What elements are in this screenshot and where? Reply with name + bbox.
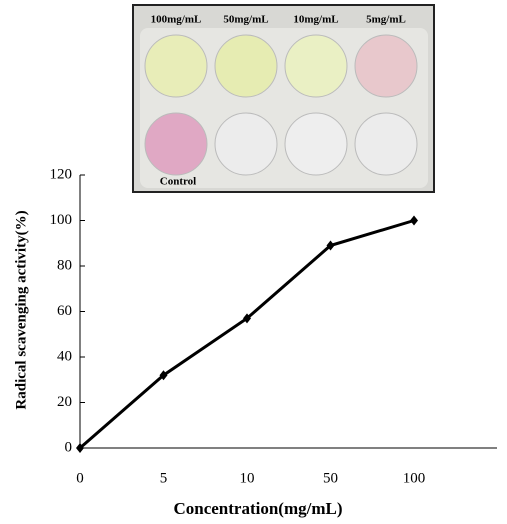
y-tick-label: 120	[50, 166, 73, 182]
inset-label: 10mg/mL	[293, 14, 338, 26]
well	[285, 35, 347, 97]
x-axis-title: Concentration(mg/mL)	[173, 499, 342, 518]
inset-label: 100mg/mL	[151, 14, 202, 26]
x-tick-label: 50	[323, 470, 338, 486]
well	[215, 35, 277, 97]
y-tick-label: 60	[57, 303, 72, 319]
x-tick-label: 100	[403, 470, 426, 486]
y-tick-label: 80	[57, 257, 72, 273]
well	[355, 113, 417, 175]
inset-photo: 100mg/mL 50mg/mL 10mg/mL 5mg/mL Control	[133, 5, 434, 192]
data-line	[80, 221, 414, 449]
y-tick-label: 0	[65, 439, 73, 455]
y-tick-label: 20	[57, 394, 72, 410]
x-tick-label: 0	[76, 470, 84, 486]
data-point	[410, 216, 418, 226]
y-tick-label: 40	[57, 348, 72, 364]
inset-label: 5mg/mL	[366, 14, 406, 26]
y-axis-title: Radical scavenging activity(%)	[13, 210, 29, 409]
inset-label: Control	[160, 176, 196, 188]
y-tick-label: 100	[50, 212, 73, 228]
x-tick-label: 10	[240, 470, 255, 486]
x-tick-label: 5	[160, 470, 168, 486]
well	[145, 35, 207, 97]
chart: 100mg/mL 50mg/mL 10mg/mL 5mg/mL Control …	[0, 0, 507, 524]
well	[285, 113, 347, 175]
well	[355, 35, 417, 97]
inset-label: 50mg/mL	[223, 14, 268, 26]
well	[215, 113, 277, 175]
well	[145, 113, 207, 175]
